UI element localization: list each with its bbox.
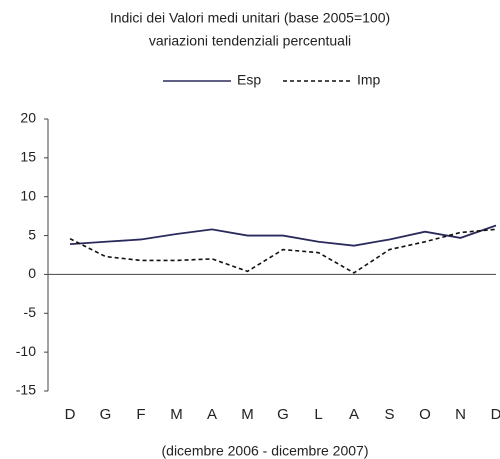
x-tick-label: M: [241, 406, 254, 423]
x-tick-label: F: [136, 406, 145, 423]
series-line: [69, 228, 497, 274]
y-tick-label: -10: [16, 343, 36, 359]
chart-subtitle: variazioni tendenziali percentuali: [149, 33, 351, 49]
legend-label: Esp: [237, 72, 261, 88]
y-tick-label: 15: [20, 149, 36, 165]
x-tick-label: A: [349, 406, 359, 423]
x-tick-label: G: [100, 406, 112, 423]
chart-title: Indici dei Valori medi unitari (base 200…: [110, 10, 390, 26]
x-tick-label: N: [455, 406, 466, 423]
x-tick-label: L: [314, 406, 322, 423]
x-tick-label: G: [277, 406, 289, 423]
series-line: [69, 224, 497, 247]
y-tick-label: 5: [28, 226, 36, 242]
x-axis-label: (dicembre 2006 - dicembre 2007): [162, 443, 369, 459]
legend-label: Imp: [357, 72, 381, 88]
y-tick-label: 20: [20, 110, 36, 126]
x-tick-label: S: [384, 406, 394, 423]
y-tick-label: 10: [20, 187, 36, 203]
y-tick-label: 0: [28, 265, 36, 281]
x-tick-label: O: [419, 406, 431, 423]
y-tick-label: -5: [24, 304, 37, 320]
x-tick-label: M: [170, 406, 183, 423]
x-tick-label: D: [491, 406, 500, 423]
x-tick-label: A: [207, 406, 217, 423]
x-tick-label: D: [65, 406, 76, 423]
y-tick-label: -15: [16, 382, 36, 398]
